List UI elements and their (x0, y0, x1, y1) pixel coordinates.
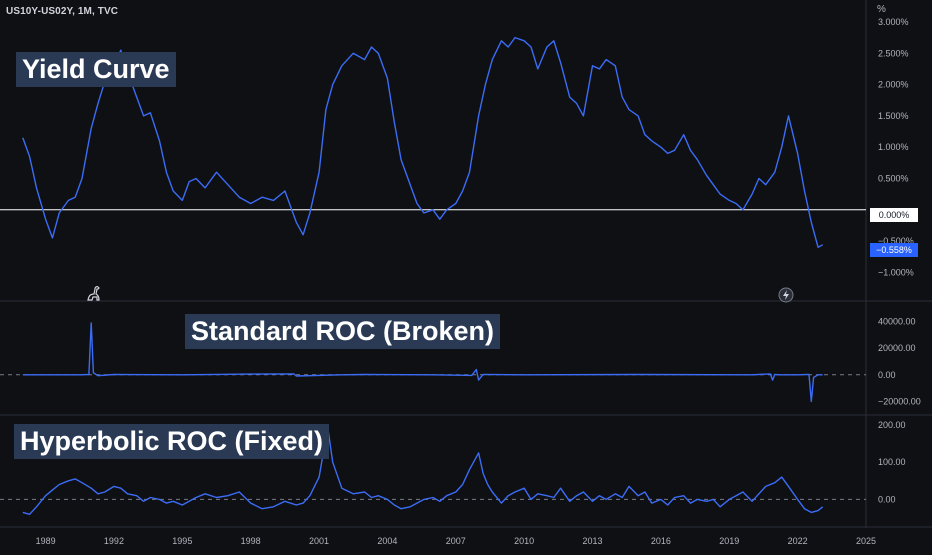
y-tick-label-pane2-2: 0.00 (878, 370, 896, 380)
x-tick-label-9: 2016 (651, 536, 671, 546)
y-tick-label-pane2-1: 20000.00 (878, 343, 916, 353)
y-tick-label-pane1-4: 1.000% (878, 142, 909, 152)
y-tick-label-pane2-0: 40000.00 (878, 317, 916, 327)
x-tick-label-12: 2025 (856, 536, 876, 546)
y-tick-label-pane2-3: −20000.00 (878, 396, 921, 406)
x-tick-label-7: 2010 (514, 536, 534, 546)
zero-price-badge: 0.000% (870, 208, 918, 222)
x-tick-label-3: 1998 (241, 536, 261, 546)
x-tick-label-10: 2019 (719, 536, 739, 546)
dino-icon[interactable] (86, 284, 104, 302)
axis-unit-label: % (877, 4, 886, 15)
y-tick-label-pane1-2: 2.000% (878, 80, 909, 90)
pane2-title: Standard ROC (Broken) (185, 314, 501, 349)
x-tick-label-0: 1989 (36, 536, 56, 546)
x-tick-label-6: 2007 (446, 536, 466, 546)
y-tick-label-pane1-8: −1.000% (878, 267, 914, 277)
y-tick-label-pane1-5: 0.500% (878, 173, 909, 183)
x-tick-label-4: 2001 (309, 536, 329, 546)
last-price-badge: −0.558% (870, 243, 918, 257)
symbol-label: US10Y-US02Y, 1M, TVC (6, 6, 119, 17)
y-tick-label-pane3-0: 200.00 (878, 420, 906, 430)
y-tick-label-pane1-0: 3.000% (878, 17, 909, 27)
series-line-pane1 (22, 36, 824, 248)
x-tick-label-2: 1995 (172, 536, 192, 546)
x-tick-label-5: 2004 (377, 536, 397, 546)
x-tick-label-8: 2013 (583, 536, 603, 546)
y-tick-label-pane3-1: 100.00 (878, 457, 906, 467)
y-tick-label-pane3-2: 0.00 (878, 494, 896, 504)
series-line-pane2 (22, 322, 823, 403)
lightning-icon[interactable] (778, 287, 794, 303)
series-line-pane3 (22, 429, 824, 515)
y-tick-label-pane1-7: −0.500% (878, 236, 914, 246)
y-tick-label-pane1-3: 1.500% (878, 111, 909, 121)
x-tick-label-11: 2022 (788, 536, 808, 546)
pane3-title: Hyperbolic ROC (Fixed) (14, 424, 330, 459)
x-tick-label-1: 1992 (104, 536, 124, 546)
pane1-title: Yield Curve (16, 52, 176, 87)
y-tick-label-pane1-1: 2.500% (878, 48, 909, 58)
